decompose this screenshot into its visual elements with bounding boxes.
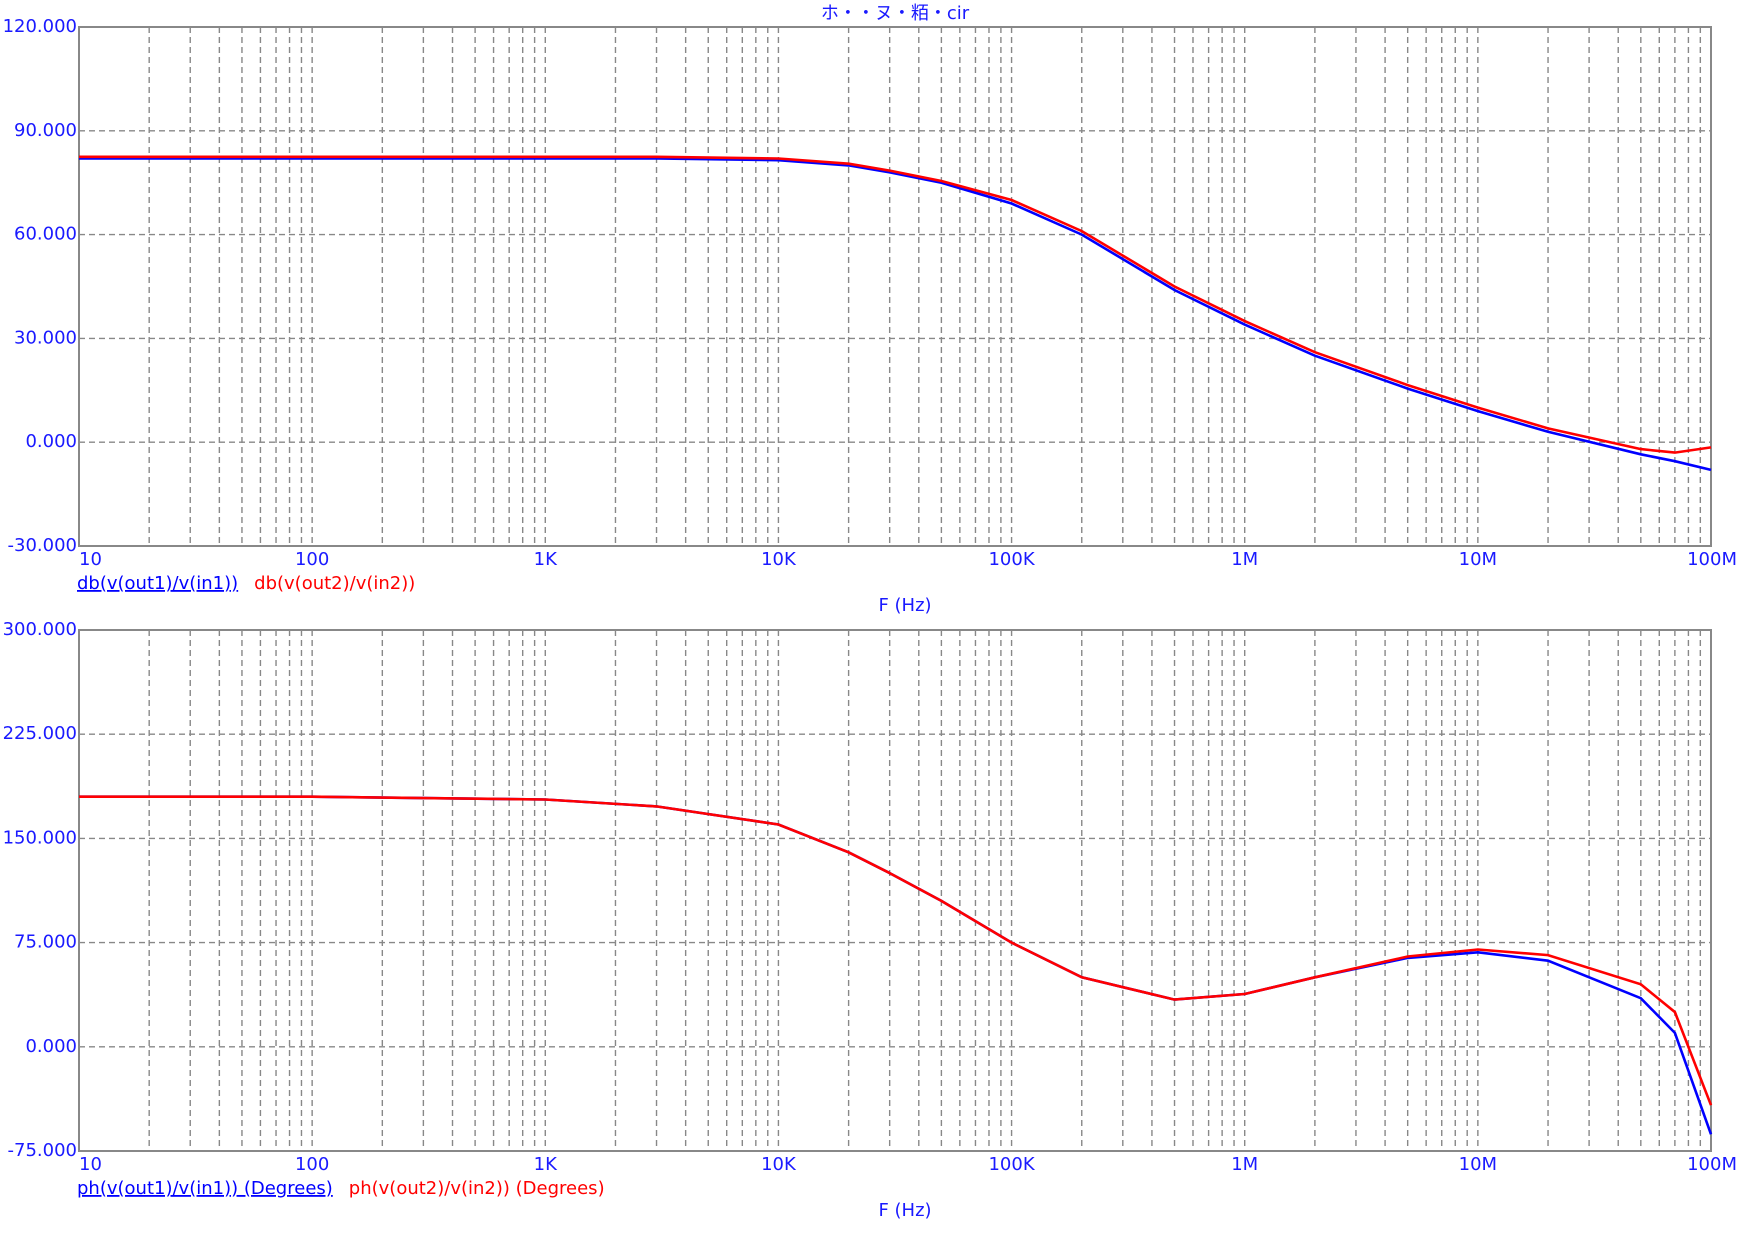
x-axis-label: F (Hz): [878, 595, 931, 616]
y-tick-label: 225.000: [3, 723, 77, 744]
y-tick-label: 75.000: [14, 932, 77, 953]
x-tick-label: 100K: [988, 1154, 1035, 1175]
y-tick-label: 0.000: [25, 431, 77, 452]
x-tick-label: 1K: [534, 1154, 558, 1175]
x-tick-label: 10: [79, 1154, 102, 1175]
y-tick-label: -30.000: [8, 535, 77, 556]
legend-entry: db(v(out2)/v(in2)): [254, 573, 415, 594]
x-tick-label: 10K: [761, 549, 797, 570]
plot-frame: [78, 629, 1712, 1152]
y-tick-label: 90.000: [14, 120, 77, 141]
x-tick-label: 100: [295, 549, 329, 570]
x-axis-label: F (Hz): [878, 1200, 931, 1221]
x-tick-label: 10K: [761, 1154, 797, 1175]
y-tick-label: 120.000: [3, 16, 77, 37]
y-tick-label: 300.000: [3, 619, 77, 640]
series-line: [79, 155, 1712, 454]
series-line: [79, 795, 1713, 1135]
legend-entry: ph(v(out2)/v(in2)) (Degrees): [349, 1178, 605, 1199]
x-tick-label: 100M: [1687, 1154, 1737, 1175]
x-tick-label: 100: [295, 1154, 329, 1175]
y-tick-label: 30.000: [14, 327, 77, 348]
x-tick-label: 1M: [1231, 1154, 1258, 1175]
x-tick-label: 100M: [1687, 549, 1737, 570]
x-tick-label: 1K: [534, 549, 558, 570]
legend-entry: db(v(out1)/v(in1)): [77, 573, 238, 594]
x-tick-label: 10M: [1459, 1154, 1497, 1175]
y-tick-label: 150.000: [3, 827, 77, 848]
chart-title: ホ・・ヌ・粨・cir: [821, 3, 970, 24]
series-line: [79, 795, 1713, 1106]
x-tick-label: 100K: [988, 549, 1035, 570]
x-tick-label: 10: [79, 549, 102, 570]
y-tick-label: 0.000: [25, 1036, 77, 1057]
series-line: [79, 157, 1712, 472]
y-tick-label: -75.000: [8, 1140, 77, 1161]
y-tick-label: 60.000: [14, 224, 77, 245]
legend-entry: ph(v(out1)/v(in1)) (Degrees): [77, 1178, 333, 1199]
x-tick-label: 1M: [1231, 549, 1258, 570]
x-tick-label: 10M: [1459, 549, 1497, 570]
plot-frame: [78, 26, 1712, 547]
